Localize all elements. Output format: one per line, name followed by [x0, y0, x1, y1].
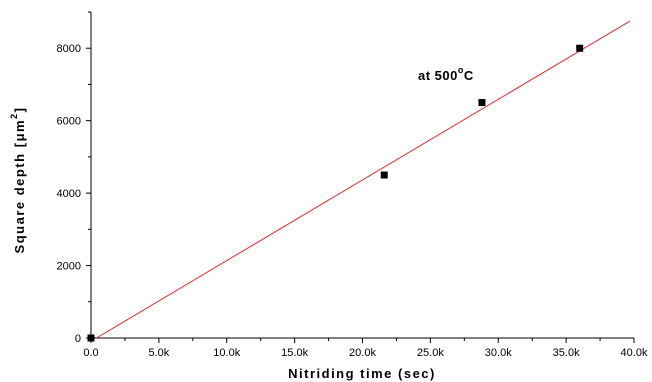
y-tick-label: 4000	[57, 188, 81, 200]
y-tick-label: 8000	[57, 43, 81, 55]
annotation-unit: C	[464, 68, 474, 83]
y-ticks: 0 2000 4000 6000 8000	[57, 11, 91, 345]
x-tick-label: 15.0k	[281, 347, 308, 359]
annotation-degree: o	[458, 65, 464, 75]
axes	[90, 12, 634, 339]
fit-line	[96, 20, 631, 339]
data-point	[380, 171, 388, 179]
x-tick-label: 5.0k	[148, 347, 169, 359]
x-tick-label: 0.0	[83, 347, 98, 359]
x-axis-title: Nitriding time (sec)	[288, 366, 436, 381]
annotation-text: at 500	[418, 68, 458, 83]
x-ticks: 0.0 5.0k 10.0k 15.0k 20.0k 25.0k 30.0k 35.0k 40.…	[83, 338, 648, 359]
y-axis-title: Square depth [μm2]	[9, 107, 27, 254]
x-tick-label: 30.0k	[485, 347, 512, 359]
y-axis-title-close: ]	[12, 107, 27, 113]
x-tick-label: 25.0k	[417, 347, 444, 359]
data-point	[576, 44, 584, 52]
y-axis-title-group: Square depth [μm2]	[9, 107, 27, 254]
y-axis-title-superscript: 2	[9, 112, 19, 119]
x-tick-label: 40.0k	[621, 347, 648, 359]
y-tick-label: 0	[75, 333, 81, 345]
y-tick-label: 2000	[57, 261, 81, 273]
x-tick-label: 35.0k	[553, 347, 580, 359]
y-axis-title-main: Square depth [μm	[12, 119, 27, 254]
data-point	[478, 99, 486, 107]
x-tick-label: 20.0k	[349, 347, 376, 359]
data-point	[87, 334, 95, 342]
annotation-label: at 500oC	[418, 65, 474, 83]
x-tick-label: 10.0k	[213, 347, 240, 359]
series-layer	[87, 20, 631, 342]
y-tick-label: 6000	[57, 116, 81, 128]
